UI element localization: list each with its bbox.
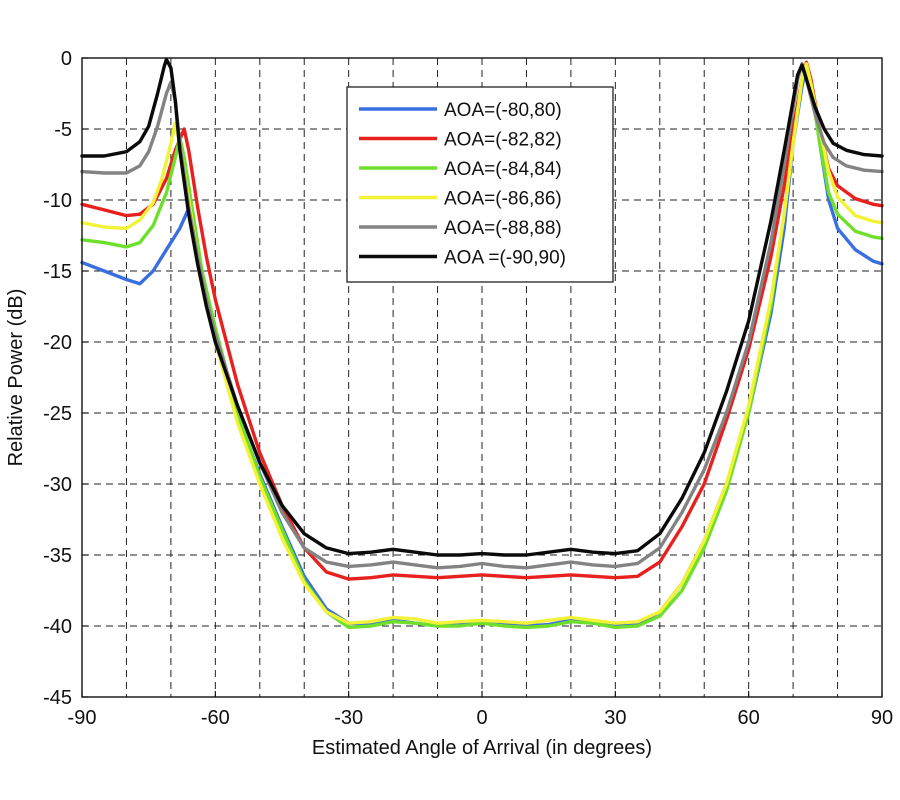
legend-label: AOA=(-82,82) bbox=[444, 130, 562, 151]
y-axis-label: Relative Power (dB) bbox=[5, 289, 27, 467]
x-tick-label: -60 bbox=[201, 707, 230, 729]
y-tick-label: -25 bbox=[43, 403, 72, 425]
y-tick-label: 0 bbox=[61, 48, 72, 70]
x-tick-label: 60 bbox=[738, 707, 760, 729]
x-tick-label: 30 bbox=[604, 707, 626, 729]
legend-label: AOA=(-84,84) bbox=[444, 159, 562, 180]
y-tick-label: -20 bbox=[43, 332, 72, 354]
legend-entries: AOA=(-80,80) AOA=(-82,82) AOA=(-84,84) AOA=… bbox=[359, 100, 566, 269]
y-tick-label: -35 bbox=[43, 545, 72, 567]
grid bbox=[82, 58, 882, 697]
axis-ticks: -90 -60 -30 0 30 60 90 0 -5 -10 -15 -20 -25 -30 -35 -40… bbox=[43, 48, 893, 729]
y-tick-label: -10 bbox=[43, 190, 72, 212]
y-tick-label: -30 bbox=[43, 474, 72, 496]
legend-label: AOA =(-90,90) bbox=[444, 248, 566, 269]
x-tick-label: 90 bbox=[871, 707, 893, 729]
x-tick-label: -90 bbox=[68, 707, 97, 729]
legend-label: AOA=(-88,88) bbox=[444, 218, 562, 239]
x-tick-label: 0 bbox=[476, 707, 487, 729]
legend: AOA=(-80,80) AOA=(-82,82) AOA=(-84,84) AOA=… bbox=[346, 86, 614, 283]
y-tick-label: -15 bbox=[43, 261, 72, 283]
legend-label: AOA=(-86,86) bbox=[444, 189, 562, 210]
x-tick-label: -30 bbox=[334, 707, 363, 729]
legend-box bbox=[346, 86, 614, 283]
y-tick-label: -5 bbox=[54, 119, 72, 141]
y-tick-label: -40 bbox=[43, 616, 72, 638]
legend-label: AOA=(-80,80) bbox=[444, 100, 562, 121]
x-axis-label: Estimated Angle of Arrival (in degrees) bbox=[312, 737, 652, 759]
y-tick-label: -45 bbox=[43, 687, 72, 709]
series-lines bbox=[80, 57, 884, 630]
series-line bbox=[80, 57, 884, 557]
